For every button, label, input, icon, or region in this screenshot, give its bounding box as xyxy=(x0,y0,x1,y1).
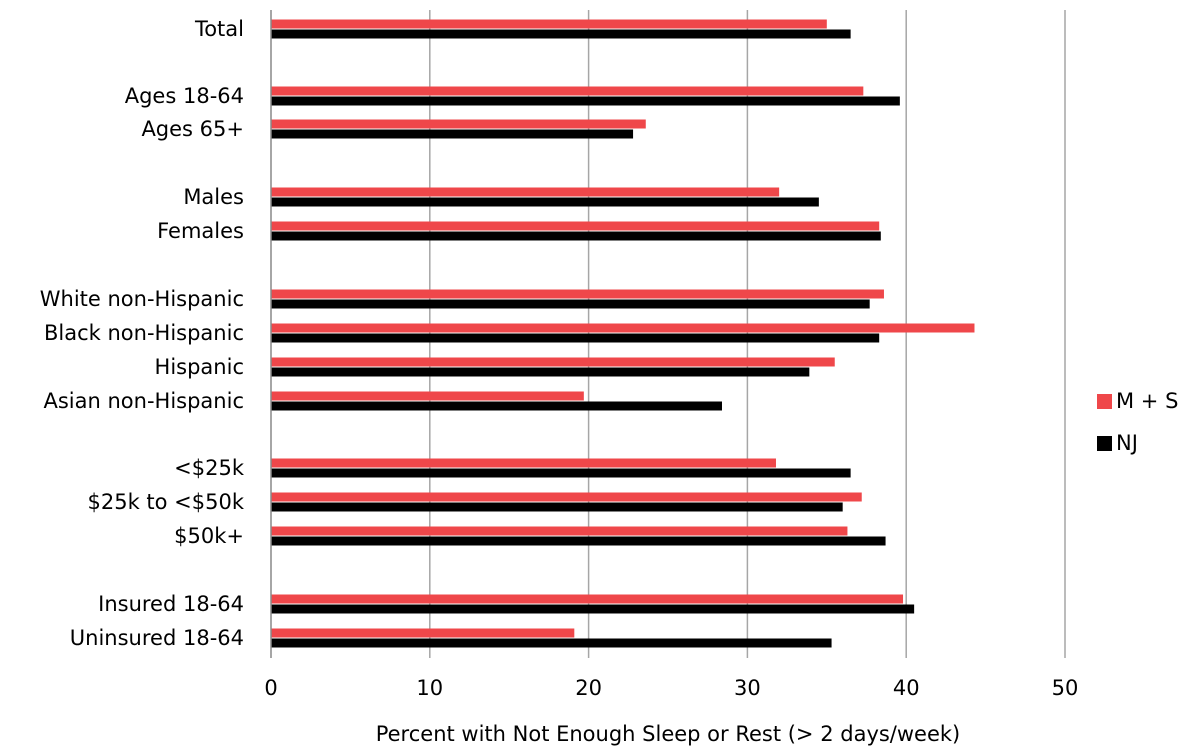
category-label: Black non-Hispanic xyxy=(44,321,244,345)
category-label: Total xyxy=(194,17,244,41)
x-tick-label: 20 xyxy=(575,676,602,700)
bar-ms xyxy=(271,594,904,604)
x-tick-label: 30 xyxy=(734,676,761,700)
bar-ms xyxy=(271,119,646,129)
category-labels: Total Ages 18-64 Ages 65+ Males Females White… xyxy=(40,17,245,650)
category-label: Uninsured 18-64 xyxy=(70,626,244,650)
category-label: <$25k xyxy=(174,456,245,480)
x-tick-labels: 0 10 20 30 40 50 xyxy=(264,676,1078,700)
category-label: $25k to <$50k xyxy=(87,490,244,514)
legend-label: NJ xyxy=(1116,431,1138,455)
bar-ms xyxy=(271,19,827,29)
category-label: Females xyxy=(157,219,244,243)
category-label: Asian non-Hispanic xyxy=(44,389,245,413)
legend: M + S NJ xyxy=(1097,389,1178,455)
x-tick-label: 40 xyxy=(893,676,920,700)
category-label: $50k+ xyxy=(174,524,244,548)
bar-nj xyxy=(271,231,881,241)
bar-nj xyxy=(271,502,843,512)
bar-ms xyxy=(271,492,862,502)
x-tick-label: 50 xyxy=(1052,676,1079,700)
category-label: Hispanic xyxy=(155,355,244,379)
bar-ms xyxy=(271,357,835,367)
x-tick-label: 10 xyxy=(416,676,443,700)
legend-swatch xyxy=(1097,394,1112,409)
bar-nj xyxy=(271,299,870,309)
category-label: White non-Hispanic xyxy=(40,287,244,311)
bar-nj xyxy=(271,367,810,377)
category-label: Males xyxy=(183,185,244,209)
bar-nj xyxy=(271,197,819,207)
bar-nj xyxy=(271,604,915,614)
bar-ms xyxy=(271,323,975,333)
bar-nj xyxy=(271,536,886,546)
bar-ms xyxy=(271,289,884,299)
x-axis-title: Percent with Not Enough Sleep or Rest (>… xyxy=(376,722,961,746)
bar-nj xyxy=(271,638,832,648)
bars xyxy=(271,19,975,648)
bar-nj xyxy=(271,468,851,478)
x-tick-label: 0 xyxy=(264,676,277,700)
bar-ms xyxy=(271,526,848,536)
bar-ms xyxy=(271,187,780,197)
category-label: Ages 65+ xyxy=(141,117,244,141)
category-label: Insured 18-64 xyxy=(98,592,244,616)
bar-ms xyxy=(271,628,575,638)
bar-nj xyxy=(271,96,900,106)
bar-ms xyxy=(271,86,864,96)
bar-nj xyxy=(271,29,851,39)
bar-nj xyxy=(271,401,722,411)
bar-ms xyxy=(271,458,776,468)
bar-ms xyxy=(271,221,880,231)
bar-ms xyxy=(271,391,584,401)
legend-swatch xyxy=(1097,436,1112,451)
bar-nj xyxy=(271,129,634,139)
bar-nj xyxy=(271,333,880,343)
category-label: Ages 18-64 xyxy=(125,84,244,108)
legend-label: M + S xyxy=(1116,389,1178,413)
